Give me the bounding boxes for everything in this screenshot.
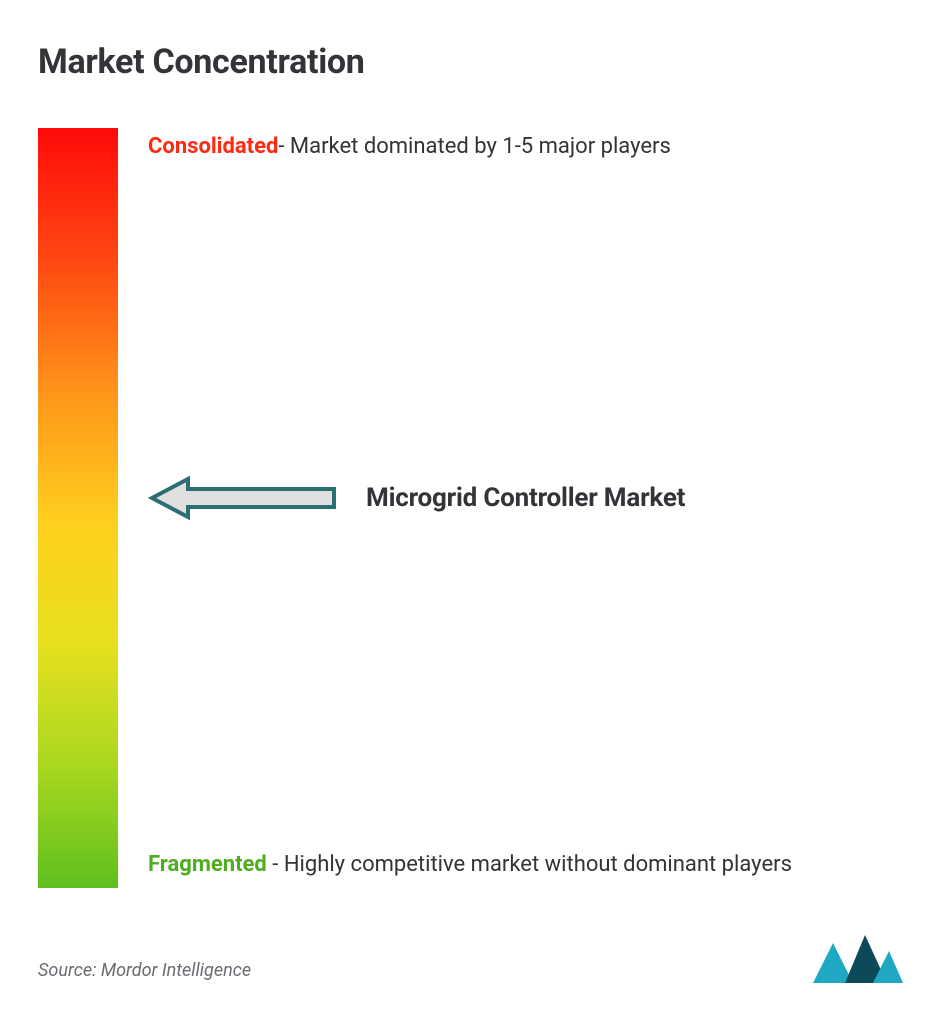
consolidated-lead: Consolidated — [148, 134, 278, 159]
concentration-gradient-bar — [38, 128, 118, 888]
fragmented-label: Fragmented - Highly competitive market w… — [148, 844, 893, 886]
chart-title: Market Concentration — [38, 42, 893, 82]
source-attribution: Source: Mordor Intelligence — [38, 960, 251, 981]
arrow-left-icon — [148, 473, 338, 523]
mordor-logo-icon — [811, 933, 903, 991]
fragmented-rest: - Highly competitive market without domi… — [267, 852, 792, 877]
chart-body: Consolidated- Market dominated by 1-5 ma… — [38, 126, 893, 888]
market-indicator: Microgrid Controller Market — [148, 473, 685, 523]
consolidated-label: Consolidated- Market dominated by 1-5 ma… — [148, 126, 893, 168]
labels-column: Consolidated- Market dominated by 1-5 ma… — [148, 126, 893, 886]
consolidated-rest: - Market dominated by 1-5 major players — [278, 134, 670, 159]
fragmented-lead: Fragmented — [148, 852, 267, 877]
market-name: Microgrid Controller Market — [366, 483, 685, 513]
